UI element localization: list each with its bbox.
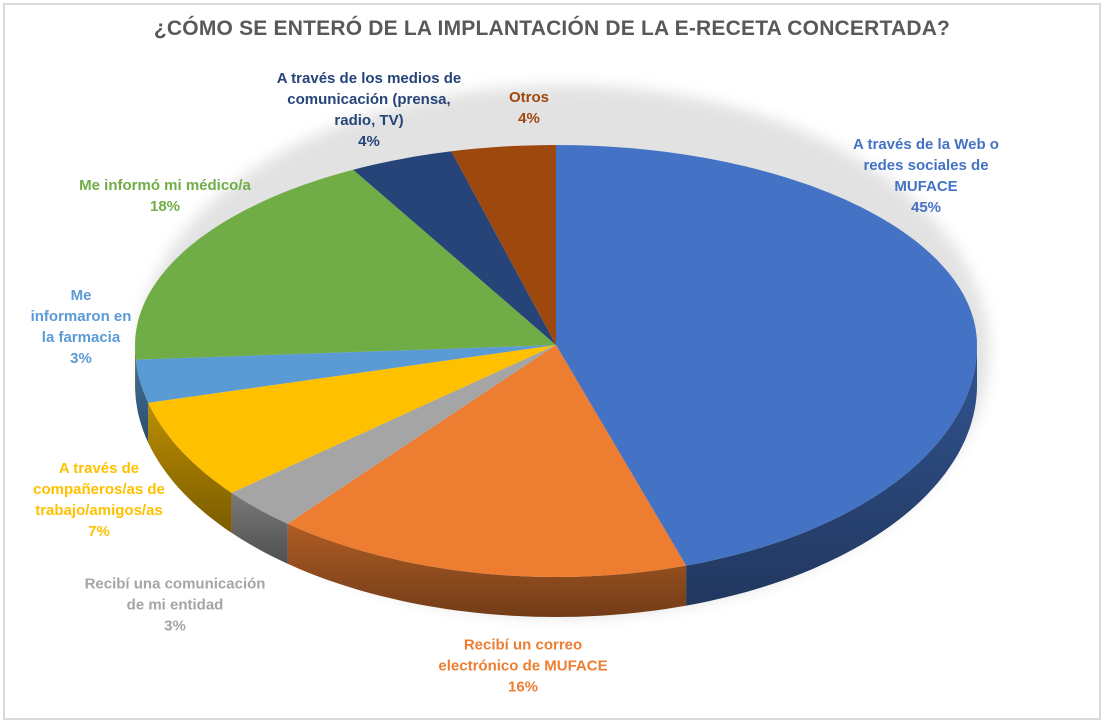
chart-title: ¿CÓMO SE ENTERÓ DE LA IMPLANTACIÓN DE LA…: [153, 17, 951, 40]
pie-slice-otros: [451, 145, 556, 345]
pie-slice-side-entidad: [231, 492, 288, 564]
pie-slice-side-correo: [287, 523, 687, 617]
pie-slice-side-companeros: [148, 402, 232, 533]
pie-chart-3d: [135, 85, 989, 617]
pie-slice-medios: [353, 151, 556, 345]
chart-area: ¿CÓMO SE ENTERÓ DE LA IMPLANTACIÓN DE LA…: [3, 3, 1101, 720]
pie-slice-entidad: [231, 345, 556, 524]
pie-slice-companeros: [148, 345, 556, 493]
pie-slice-side-medico: [135, 345, 136, 400]
pie-slice-side-web: [686, 345, 977, 606]
pie-slice-farmacia: [135, 345, 557, 403]
pie-slice-web: [556, 145, 977, 566]
pie-slice-correo: [287, 345, 687, 577]
pie-slice-side-farmacia: [135, 359, 149, 443]
pie-slice-medico: [135, 169, 556, 360]
